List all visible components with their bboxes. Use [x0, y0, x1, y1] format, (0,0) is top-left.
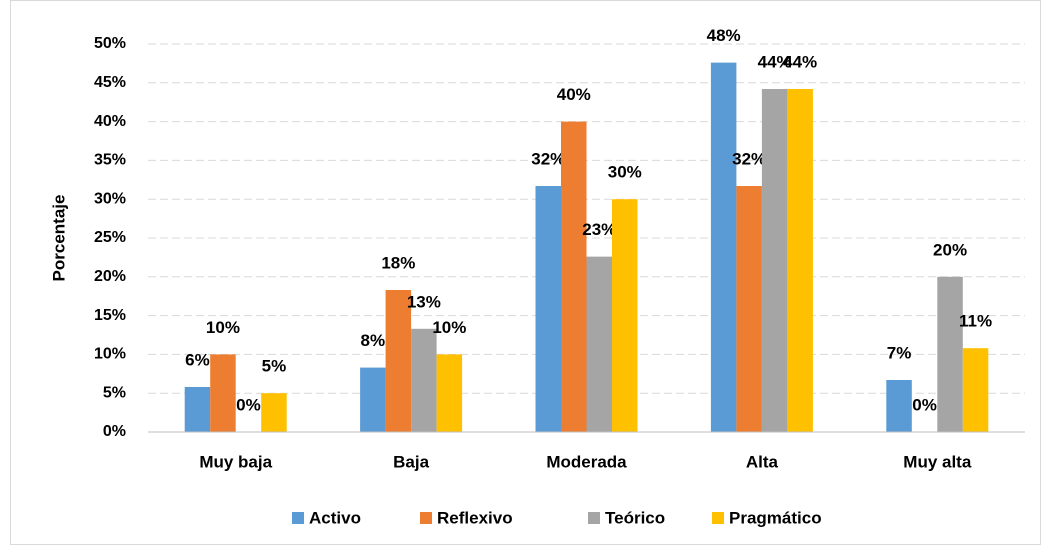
legend-swatch: [420, 512, 432, 524]
bar: [436, 354, 463, 432]
legend-swatch: [588, 512, 600, 524]
bar: [612, 199, 638, 432]
value-label: 10%: [432, 318, 466, 337]
y-axis-title: Porcentaje: [49, 195, 68, 282]
value-label: 8%: [361, 331, 386, 350]
bar: [586, 256, 612, 432]
value-label: 48%: [707, 26, 741, 45]
value-label: 18%: [381, 253, 415, 272]
value-label: 20%: [933, 240, 967, 259]
y-tick-label: 45%: [94, 74, 126, 91]
value-label: 6%: [185, 350, 210, 369]
bar: [787, 89, 813, 433]
legend-label: Reflexivo: [437, 508, 513, 527]
legend-swatch: [712, 512, 724, 524]
value-label: 40%: [557, 85, 591, 104]
y-tick-label: 35%: [94, 152, 126, 169]
y-tick-label: 5%: [103, 384, 126, 401]
legend-label: Teórico: [605, 508, 665, 527]
bar: [710, 62, 737, 433]
y-tick-label: 20%: [94, 268, 126, 285]
y-tick-label: 0%: [103, 423, 126, 440]
bar: [261, 393, 287, 432]
bar: [411, 328, 437, 432]
value-label: 13%: [407, 292, 441, 311]
bar: [184, 386, 211, 432]
y-tick-label: 25%: [94, 229, 126, 246]
value-label: 5%: [262, 357, 287, 376]
chart-border: [10, 0, 1041, 545]
bar: [886, 380, 912, 432]
y-tick-label: 40%: [94, 113, 126, 130]
x-tick-label: Baja: [393, 452, 429, 471]
value-label: 32%: [531, 149, 565, 168]
legend-label: Activo: [309, 508, 361, 527]
value-label: 32%: [732, 149, 766, 168]
value-label: 44%: [783, 52, 817, 71]
bar: [937, 276, 963, 432]
y-tick-label: 15%: [94, 307, 126, 324]
value-label: 7%: [887, 343, 912, 362]
x-tick-label: Alta: [746, 452, 779, 471]
legend-label: Pragmático: [729, 508, 822, 527]
value-label: 10%: [206, 318, 240, 337]
legend-swatch: [292, 512, 304, 524]
value-label: 23%: [582, 220, 616, 239]
bar: [561, 121, 587, 432]
y-tick-label: 30%: [94, 190, 126, 207]
bar: [761, 89, 788, 433]
value-label: 30%: [608, 163, 642, 182]
x-tick-label: Moderada: [546, 452, 627, 471]
value-label: 0%: [912, 395, 937, 414]
y-tick-label: 10%: [94, 346, 126, 363]
bar: [385, 289, 412, 432]
bar: [210, 354, 236, 432]
y-tick-label: 50%: [94, 35, 126, 52]
value-label: 11%: [959, 312, 992, 331]
bar: [962, 348, 989, 432]
value-label: 0%: [236, 395, 261, 414]
bar: [736, 186, 762, 432]
x-tick-label: Muy alta: [903, 452, 972, 471]
bar: [360, 367, 386, 432]
value-label: 44%: [758, 52, 792, 71]
bar: [535, 186, 561, 432]
x-tick-label: Muy baja: [199, 452, 272, 471]
